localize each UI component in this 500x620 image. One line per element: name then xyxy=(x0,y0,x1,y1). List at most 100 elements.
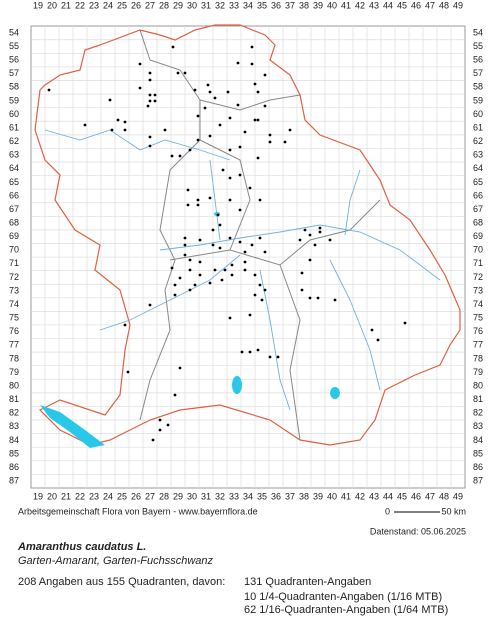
record-dot xyxy=(376,338,380,342)
count: 10 1/4-Quadranten-Angaben (1/16 MTB) xyxy=(244,591,442,603)
record-dot xyxy=(170,266,174,270)
y-label-left: 87 xyxy=(9,476,19,486)
record-dot xyxy=(370,328,374,332)
y-label-left: 73 xyxy=(9,285,19,295)
record-dot xyxy=(176,71,180,75)
subtitle: Garten-Amarant, Garten-Fuchsschwanz xyxy=(18,555,214,567)
record-dot xyxy=(206,83,210,87)
record-dot xyxy=(218,123,222,127)
count: 131 Quadranten-Angaben xyxy=(244,576,371,588)
y-label-left: 64 xyxy=(9,163,19,173)
record-dot xyxy=(211,243,215,247)
record-dot xyxy=(186,188,190,192)
records xyxy=(47,45,407,442)
y-label-right: 54 xyxy=(473,27,483,37)
record-dot xyxy=(308,258,312,262)
record-dot xyxy=(268,355,272,359)
rivers xyxy=(44,129,441,411)
x-label-bottom: 40 xyxy=(327,491,337,501)
x-label-top: 19 xyxy=(33,0,43,10)
x-label-top: 47 xyxy=(425,0,435,10)
y-label-right: 58 xyxy=(473,82,483,92)
x-label-bottom: 43 xyxy=(369,491,379,501)
y-label-left: 78 xyxy=(9,353,19,363)
y-label-right: 59 xyxy=(473,95,483,105)
record-dot xyxy=(256,90,260,94)
record-dot xyxy=(221,168,225,172)
x-label-bottom: 45 xyxy=(397,491,407,501)
x-label-top: 30 xyxy=(187,0,197,10)
x-label-bottom: 28 xyxy=(159,491,169,501)
y-label-left: 70 xyxy=(9,245,19,255)
x-label-bottom: 38 xyxy=(299,491,309,501)
y-label-right: 65 xyxy=(473,177,483,187)
record-dot xyxy=(183,236,187,240)
y-label-right: 70 xyxy=(473,245,483,255)
record-dot xyxy=(333,298,337,302)
y-label-left: 71 xyxy=(9,258,19,268)
y-label-left: 80 xyxy=(9,380,19,390)
record-dot xyxy=(158,428,162,432)
x-label-top: 46 xyxy=(411,0,421,10)
record-dot xyxy=(308,296,312,300)
y-label-left: 81 xyxy=(9,394,19,404)
record-dot xyxy=(228,198,232,202)
x-label-bottom: 30 xyxy=(187,491,197,501)
record-dot xyxy=(153,93,157,97)
record-dot xyxy=(138,62,142,66)
x-label-bottom: 33 xyxy=(229,491,239,501)
x-label-top: 38 xyxy=(299,0,309,10)
y-label-right: 64 xyxy=(473,163,483,173)
y-label-right: 76 xyxy=(473,326,483,336)
record-dot xyxy=(171,45,175,49)
credit: Arbeitsgemeinschaft Flora von Bayern - w… xyxy=(18,506,258,516)
x-label-bottom: 35 xyxy=(257,491,267,501)
record-dot xyxy=(256,156,260,160)
x-label-top: 25 xyxy=(117,0,127,10)
x-label-top: 34 xyxy=(243,0,253,10)
scale-start: 0 xyxy=(385,506,390,516)
title: Amaranthus caudatus L. xyxy=(17,541,146,553)
x-label-bottom: 49 xyxy=(453,491,463,501)
x-label-top: 31 xyxy=(201,0,211,10)
y-label-left: 57 xyxy=(9,68,19,78)
y-label-left: 74 xyxy=(9,299,19,309)
x-label-bottom: 36 xyxy=(271,491,281,501)
x-label-top: 39 xyxy=(313,0,323,10)
y-label-right: 56 xyxy=(473,55,483,65)
y-label-right: 80 xyxy=(473,380,483,390)
record-dot xyxy=(223,268,227,272)
record-dot xyxy=(163,128,167,132)
record-dot xyxy=(196,198,200,202)
record-dot xyxy=(318,230,322,234)
x-label-top: 40 xyxy=(327,0,337,10)
x-label-top: 37 xyxy=(285,0,295,10)
y-label-left: 84 xyxy=(9,435,19,445)
y-label-right: 86 xyxy=(473,462,483,472)
x-label-top: 20 xyxy=(47,0,57,10)
record-dot xyxy=(188,148,192,152)
record-dot xyxy=(170,154,174,158)
record-dot xyxy=(260,298,264,302)
record-dot xyxy=(178,366,182,370)
record-dot xyxy=(248,313,252,317)
x-label-bottom: 26 xyxy=(131,491,141,501)
x-label-bottom: 48 xyxy=(439,491,449,501)
record-dot xyxy=(208,90,212,94)
record-dot xyxy=(148,144,152,148)
record-dot xyxy=(178,154,182,158)
y-label-left: 79 xyxy=(9,367,19,377)
record-dot xyxy=(238,240,242,244)
record-dot xyxy=(263,288,267,292)
x-label-bottom: 37 xyxy=(285,491,295,501)
record-dot xyxy=(173,393,177,397)
y-label-right: 72 xyxy=(473,272,483,282)
record-dot xyxy=(256,118,260,122)
x-label-top: 36 xyxy=(271,0,281,10)
y-label-left: 85 xyxy=(9,448,19,458)
record-dot xyxy=(243,260,247,264)
record-dot xyxy=(236,103,240,107)
record-dot xyxy=(148,303,152,307)
record-dot xyxy=(403,321,407,325)
